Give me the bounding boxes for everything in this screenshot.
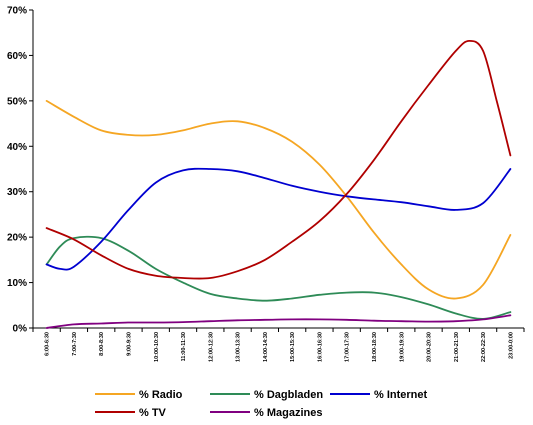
series-line-tv [45, 40, 512, 280]
y-tick-label: 0% [13, 324, 28, 335]
x-tick-label: 15:00-15:30 [290, 332, 296, 362]
x-tick-label: 19:00-19:30 [399, 332, 405, 362]
x-tick-label: 18:00-18:30 [372, 332, 378, 362]
y-tick-label: 50% [7, 96, 27, 107]
series-line-magazines [45, 314, 512, 329]
legend: % Radio % Dagbladen % Internet % TV % Magazi… [95, 389, 428, 419]
y-tick-label: 70% [7, 6, 27, 17]
x-tick-label: 21:00-21:30 [454, 332, 460, 362]
x-tick-label: 17:00-17:30 [345, 332, 351, 362]
x-tick-label: 12:00-12:30 [208, 332, 214, 362]
y-tick-label: 60% [7, 51, 27, 62]
x-tick-label: 13:00-13:30 [236, 332, 242, 362]
y-axis: 0% 10% 20% 30% 40% 50% 60% 70% [7, 6, 34, 335]
x-tick-label: 9:00-9:30 [126, 332, 132, 356]
legend-label-tv: % TV [139, 407, 167, 419]
legend-label-internet: % Internet [374, 389, 428, 401]
x-tick-label: 6:00-6:30 [45, 332, 51, 356]
x-tick-label: 10:00-10:30 [154, 332, 160, 362]
y-tick-label: 10% [7, 278, 27, 289]
series-line-dagbladen [45, 235, 512, 320]
x-tick-label: 14:00-14:30 [263, 332, 269, 362]
x-tick-label: 23:00-0:00 [508, 332, 514, 359]
legend-label-radio: % Radio [139, 389, 183, 401]
y-tick-label: 30% [7, 187, 27, 198]
x-tick-label: 20:00-20:30 [427, 332, 433, 362]
series-line-internet [45, 167, 512, 271]
x-tick-label: 16:00-16:30 [317, 332, 323, 362]
x-tick-label: 7:00-7:30 [72, 332, 78, 356]
series-line-radio [45, 100, 512, 300]
legend-label-dagbladen: % Dagbladen [254, 389, 323, 401]
series-layer [45, 40, 512, 329]
x-tick-label: 11:00-11:30 [181, 332, 187, 361]
legend-label-magazines: % Magazines [254, 407, 322, 419]
y-tick-label: 20% [7, 233, 27, 244]
y-tick-label: 40% [7, 142, 27, 153]
x-tick-label: 8:00-8:30 [99, 332, 105, 356]
x-tick-label: 22:00-22:30 [481, 332, 487, 362]
x-axis: 6:00-6:30 7:00-7:30 8:00-8:30 9:00-9:30 10:0… [32, 327, 525, 362]
